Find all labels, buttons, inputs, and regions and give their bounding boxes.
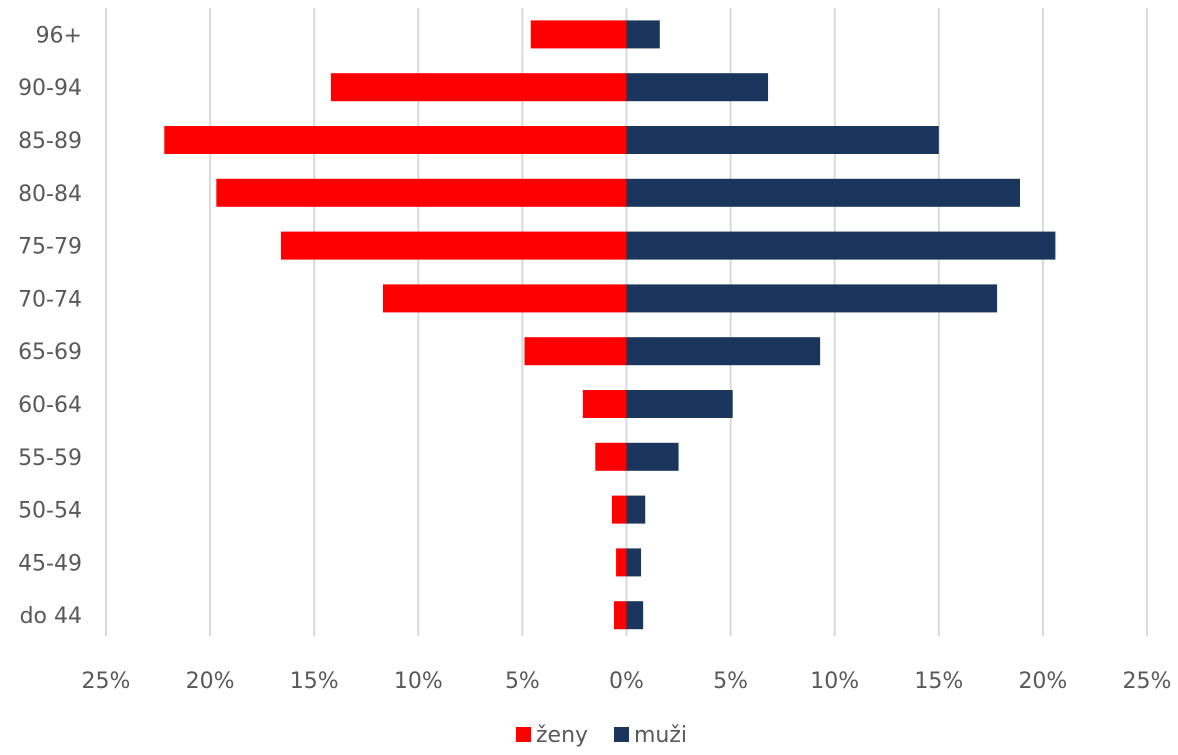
y-tick-label-80-84: 80-84 bbox=[18, 182, 82, 207]
y-axis-labels: 96+ 90-94 85-89 80-84 75-79 70-74 65-69 60-64 55… bbox=[18, 23, 82, 629]
x-tick-label-0: 25% bbox=[82, 669, 131, 694]
legend-swatch-zeny bbox=[516, 727, 531, 742]
bar-mu-i-60-64 bbox=[626, 390, 733, 418]
x-tick-label-4: 5% bbox=[505, 669, 540, 694]
bar-eny-60-64 bbox=[582, 390, 627, 418]
bar-eny-do-44 bbox=[614, 601, 627, 630]
x-tick-label-8: 15% bbox=[914, 669, 963, 694]
x-tick-label-2: 15% bbox=[290, 669, 339, 694]
bar-mu-i-do-44 bbox=[626, 601, 644, 630]
x-tick-label-6: 5% bbox=[713, 669, 748, 694]
bar-eny-96 bbox=[530, 20, 627, 49]
y-tick-label-85-89: 85-89 bbox=[18, 129, 82, 154]
x-tick-label-5: 0% bbox=[609, 669, 644, 694]
bar-eny-45-49 bbox=[616, 548, 627, 577]
y-tick-label-65-69: 65-69 bbox=[18, 340, 82, 365]
y-tick-label-do-44: do 44 bbox=[20, 604, 82, 629]
y-tick-label-45-49: 45-49 bbox=[18, 551, 82, 576]
bar-mu-i-50-54 bbox=[626, 495, 646, 524]
y-tick-label-90-94: 90-94 bbox=[18, 76, 82, 101]
bar-eny-55-59 bbox=[595, 442, 627, 471]
bar-eny-85-89 bbox=[164, 126, 627, 154]
bar-mu-i-75-79 bbox=[626, 231, 1056, 260]
bar-eny-90-94 bbox=[330, 73, 627, 102]
x-tick-label-10: 25% bbox=[1123, 669, 1172, 694]
x-tick-label-3: 10% bbox=[394, 669, 443, 694]
y-tick-label-60-64: 60-64 bbox=[18, 393, 82, 418]
bar-mu-i-55-59 bbox=[626, 442, 679, 471]
x-tick-label-9: 20% bbox=[1018, 669, 1067, 694]
y-tick-label-50-54: 50-54 bbox=[18, 499, 82, 524]
bar-mu-i-96 bbox=[626, 20, 660, 49]
x-tick-label-1: 20% bbox=[186, 669, 235, 694]
y-tick-label-75-79: 75-79 bbox=[18, 235, 82, 260]
bar-mu-i-90-94 bbox=[626, 73, 769, 102]
y-tick-label-70-74: 70-74 bbox=[18, 287, 82, 312]
y-tick-label-96: 96+ bbox=[36, 23, 82, 48]
legend-swatch-muzi bbox=[614, 727, 629, 742]
bar-mu-i-45-49 bbox=[626, 548, 642, 577]
y-tick-label-55-59: 55-59 bbox=[18, 446, 82, 471]
x-tick-label-7: 10% bbox=[810, 669, 859, 694]
legend-label-zeny: ženy bbox=[536, 723, 588, 748]
bar-eny-80-84 bbox=[216, 178, 627, 207]
legend: ženy muži bbox=[516, 723, 687, 748]
bar-eny-65-69 bbox=[524, 337, 627, 366]
bars bbox=[164, 20, 1056, 630]
bar-mu-i-70-74 bbox=[626, 284, 998, 313]
bar-mu-i-80-84 bbox=[626, 178, 1020, 207]
x-axis-labels: 25% 20% 15% 10% 5% 0% 5% 10% 15% 20% 25% bbox=[82, 669, 1172, 694]
bar-mu-i-85-89 bbox=[626, 126, 939, 154]
bar-mu-i-65-69 bbox=[626, 337, 821, 366]
legend-label-muzi: muži bbox=[634, 723, 687, 748]
bar-eny-75-79 bbox=[280, 231, 627, 260]
bar-eny-70-74 bbox=[382, 284, 627, 313]
gridlines bbox=[105, 8, 1148, 636]
bar-eny-50-54 bbox=[611, 495, 627, 524]
